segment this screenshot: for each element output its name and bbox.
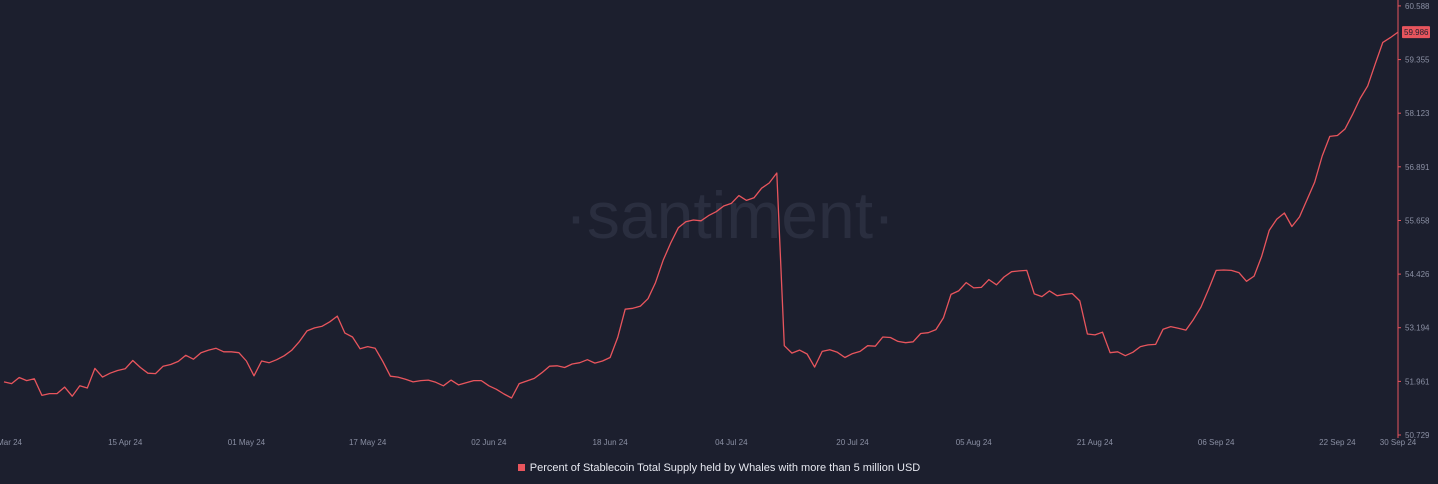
x-tick-label: 05 Aug 24 bbox=[956, 438, 993, 447]
watermark: ·santiment· bbox=[565, 178, 895, 252]
last-value-label: 59.986 bbox=[1404, 28, 1429, 37]
legend-label: Percent of Stablecoin Total Supply held … bbox=[529, 462, 921, 474]
x-tick-label: 01 May 24 bbox=[228, 438, 266, 447]
x-tick-label: 15 Apr 24 bbox=[108, 438, 143, 447]
y-tick-label: 54.426 bbox=[1405, 270, 1430, 279]
y-tick-label: 58.123 bbox=[1405, 109, 1430, 118]
legend-swatch bbox=[517, 464, 525, 471]
x-tick-label: 20 Jul 24 bbox=[836, 438, 869, 447]
y-tick-label: 55.658 bbox=[1405, 216, 1430, 225]
legend[interactable]: Percent of Stablecoin Total Supply held … bbox=[0, 462, 1438, 474]
y-tick-label: 60.588 bbox=[1405, 2, 1430, 11]
x-tick-label: 18 Jun 24 bbox=[593, 438, 629, 447]
y-tick-label: 51.961 bbox=[1405, 377, 1430, 386]
y-tick-label: 59.355 bbox=[1405, 56, 1430, 65]
x-tick-label: 21 Aug 24 bbox=[1077, 438, 1114, 447]
x-tick-label: 04 Jul 24 bbox=[715, 438, 748, 447]
last-value-badge bbox=[1402, 26, 1430, 39]
y-tick-label: 50.729 bbox=[1405, 431, 1430, 440]
y-tick-label: 53.194 bbox=[1405, 324, 1430, 333]
x-tick-label: 22 Sep 24 bbox=[1319, 438, 1356, 447]
x-tick-label: 17 May 24 bbox=[349, 438, 387, 447]
x-tick-label: 30 Sep 24 bbox=[1380, 438, 1417, 447]
series-line bbox=[3, 31, 1399, 399]
x-tick-label: 30 Mar 24 bbox=[0, 438, 23, 447]
x-tick-label: 06 Sep 24 bbox=[1198, 438, 1235, 447]
x-tick-label: 02 Jun 24 bbox=[471, 438, 507, 447]
y-tick-label: 56.891 bbox=[1405, 163, 1430, 172]
